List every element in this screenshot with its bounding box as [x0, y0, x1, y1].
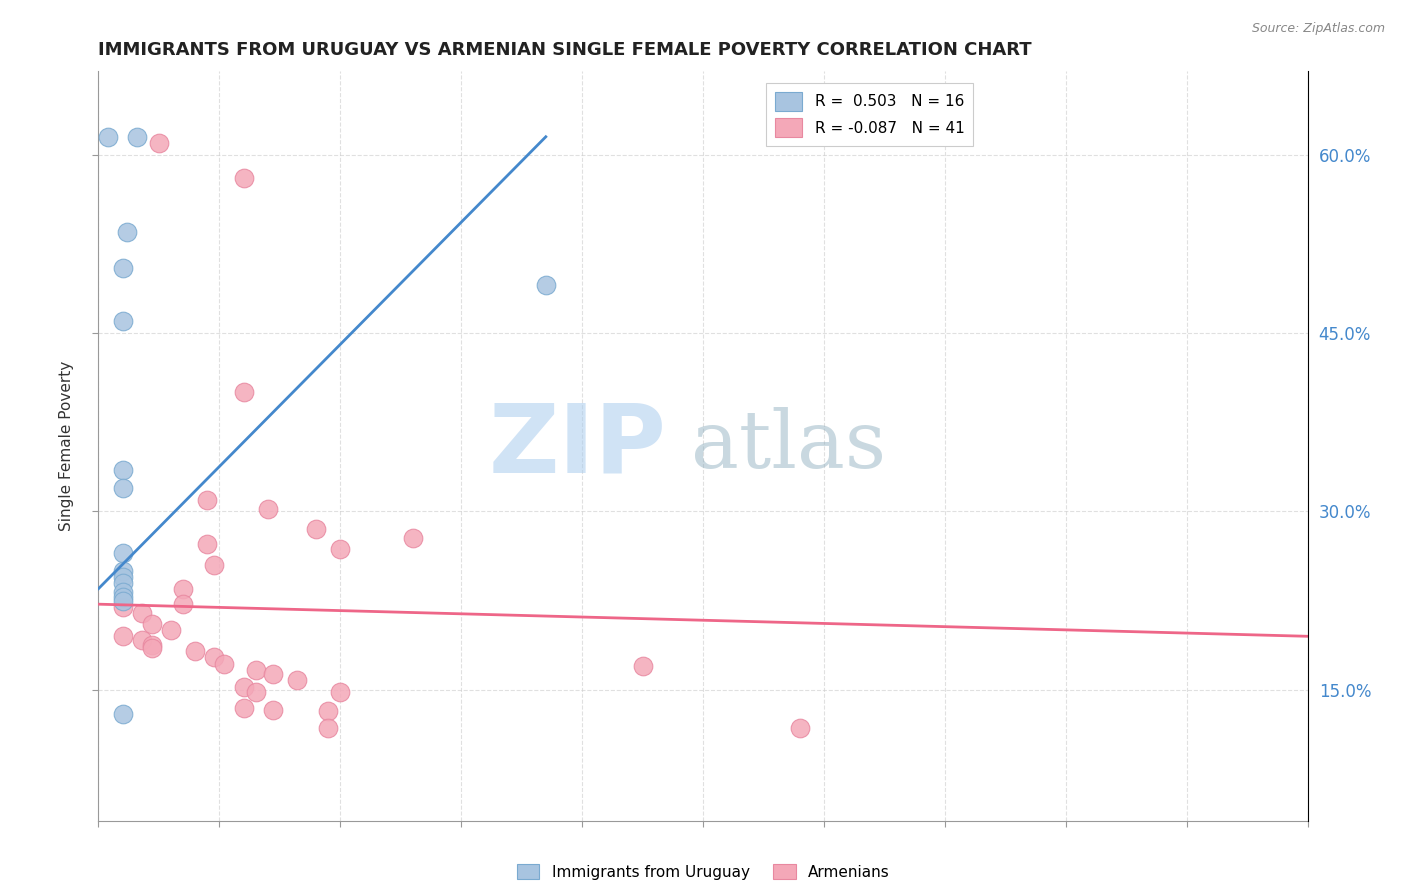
Legend: Immigrants from Uruguay, Armenians: Immigrants from Uruguay, Armenians — [512, 859, 894, 884]
Point — [111, 314, 134, 328]
Text: atlas: atlas — [690, 407, 886, 485]
Text: IMMIGRANTS FROM URUGUAY VS ARMENIAN SINGLE FEMALE POVERTY CORRELATION CHART: IMMIGRANTS FROM URUGUAY VS ARMENIAN SING… — [98, 41, 1032, 59]
Point — [204, 649, 226, 664]
Point — [232, 171, 254, 186]
Point — [316, 704, 339, 718]
Point — [329, 542, 352, 557]
Point — [111, 481, 134, 495]
Point — [184, 643, 207, 657]
Point — [212, 657, 235, 671]
Point — [111, 575, 134, 590]
Point — [141, 641, 163, 656]
Point — [111, 564, 134, 578]
Point — [141, 617, 163, 632]
Point — [305, 522, 328, 536]
Point — [127, 129, 149, 144]
Point — [534, 278, 557, 293]
Point — [245, 663, 267, 677]
Point — [111, 463, 134, 477]
Point — [262, 703, 284, 717]
Point — [262, 667, 284, 681]
Point — [160, 624, 183, 638]
Point — [329, 685, 352, 699]
Point — [285, 673, 308, 688]
Point — [245, 685, 267, 699]
Point — [232, 385, 254, 400]
Point — [789, 721, 811, 735]
Point — [97, 129, 120, 144]
Point — [172, 597, 194, 611]
Point — [232, 700, 254, 714]
Point — [111, 546, 134, 560]
Point — [195, 536, 218, 550]
Point — [141, 638, 163, 652]
Point — [402, 531, 425, 545]
Point — [232, 681, 254, 695]
Point — [195, 492, 218, 507]
Point — [117, 225, 139, 239]
Point — [111, 706, 134, 721]
Legend: R =  0.503   N = 16, R = -0.087   N = 41: R = 0.503 N = 16, R = -0.087 N = 41 — [766, 83, 973, 146]
Text: ZIP: ZIP — [489, 400, 666, 492]
Point — [256, 502, 278, 516]
Point — [111, 593, 134, 607]
Y-axis label: Single Female Poverty: Single Female Poverty — [59, 361, 75, 531]
Point — [316, 721, 339, 735]
Text: Source: ZipAtlas.com: Source: ZipAtlas.com — [1251, 22, 1385, 36]
Point — [172, 582, 194, 596]
Point — [111, 599, 134, 614]
Point — [111, 590, 134, 604]
Point — [148, 136, 170, 150]
Point — [111, 260, 134, 275]
Point — [631, 659, 654, 673]
Point — [111, 629, 134, 643]
Point — [131, 606, 153, 620]
Point — [111, 585, 134, 599]
Point — [131, 632, 153, 647]
Point — [204, 558, 226, 572]
Point — [111, 570, 134, 584]
